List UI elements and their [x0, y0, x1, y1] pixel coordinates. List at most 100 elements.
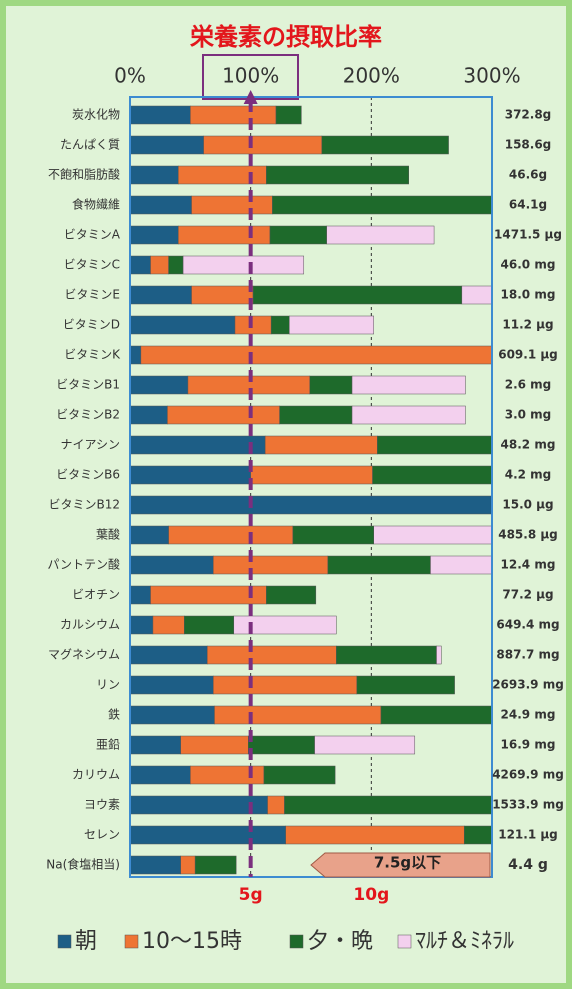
bar-segment: [190, 105, 277, 125]
amount-label: 24.9 mg: [501, 708, 556, 722]
bar-segment: [252, 285, 463, 305]
amount-label: 2693.9 mg: [492, 678, 564, 692]
legend-label: 朝: [75, 929, 97, 954]
bar-segment: [190, 765, 265, 785]
y-tick-label: 炭水化物: [72, 108, 120, 122]
amount-label: 121.1 μg: [498, 828, 558, 842]
legend-swatch: [57, 934, 72, 949]
bar-segment: [430, 555, 492, 575]
bar-segment: [327, 555, 431, 575]
bar-segment: [269, 225, 327, 245]
legend-swatch: [289, 934, 304, 949]
bar-segment: [130, 555, 214, 575]
bar-segment: [130, 525, 169, 545]
y-tick-label: リン: [96, 678, 120, 692]
bar-segment: [380, 705, 492, 725]
bar-segment: [191, 195, 273, 215]
y-tick-label: Na(食塩相当): [46, 857, 120, 872]
bar-segment: [203, 135, 323, 155]
bar-segment: [130, 345, 142, 365]
bar-segment: [150, 255, 169, 275]
x-tick-label: 0%: [114, 64, 146, 88]
bar-segment: [130, 705, 215, 725]
y-tick-label: 亜鉛: [96, 738, 120, 752]
amount-label: 12.4 mg: [501, 558, 556, 572]
y-tick-label: ビタミンB6: [56, 468, 120, 482]
chart-title: 栄養素の摂取比率: [189, 23, 382, 51]
bar-segment: [194, 855, 237, 875]
bar-segment: [270, 315, 290, 335]
y-tick-label: ビタミンC: [64, 258, 120, 272]
x-tick-label: 200%: [343, 64, 400, 88]
bar-segment: [377, 435, 492, 455]
sodium-tick-label: 10g: [353, 885, 389, 905]
y-tick-label: ナイアシン: [60, 438, 120, 452]
bar-segment: [213, 555, 329, 575]
y-tick-label: 鉄: [108, 707, 120, 722]
bar-segment: [356, 675, 455, 695]
amount-label: 15.0 μg: [502, 498, 553, 512]
y-tick-label: カリウム: [72, 768, 120, 782]
limit-arrow: [310, 852, 491, 878]
x-tick-label: 100%: [222, 64, 279, 88]
bar-segment: [178, 225, 271, 245]
bar-segment: [213, 675, 358, 695]
bar-segment: [130, 825, 286, 845]
amount-label: 2.6 mg: [505, 378, 552, 392]
bar-segment: [461, 285, 492, 305]
bar-segment: [275, 105, 302, 125]
bar-segment: [206, 645, 337, 665]
y-tick-label: ビタミンB2: [56, 408, 120, 422]
amount-label: 1471.5 μg: [494, 228, 562, 242]
y-tick-label: ビタミンE: [64, 288, 120, 302]
y-tick-label: セレン: [84, 828, 120, 842]
bar-segment: [130, 795, 268, 815]
y-tick-label: ヨウ素: [84, 798, 120, 812]
bar-segment: [373, 525, 492, 545]
bar-segment: [267, 795, 285, 815]
bar-segment: [130, 855, 181, 875]
bar-segment: [130, 225, 179, 245]
bar-segment: [279, 405, 353, 425]
bar-segment: [130, 645, 208, 665]
bar-segment: [234, 315, 272, 335]
amount-label: 77.2 μg: [502, 588, 553, 602]
bar-segment: [266, 165, 409, 185]
amount-label: 1533.9 mg: [492, 798, 564, 812]
bar-segment: [130, 465, 251, 485]
bar-segment: [248, 735, 315, 755]
amount-label: 649.4 mg: [496, 618, 559, 632]
amount-label: 64.1g: [509, 198, 547, 212]
bar-segment: [152, 615, 185, 635]
bar-segment: [130, 375, 189, 395]
bar-segment: [233, 615, 337, 635]
amount-label: 46.6g: [509, 168, 547, 182]
bar-segment: [326, 225, 435, 245]
y-tick-label: ビタミンA: [64, 228, 121, 242]
amount-label: 4269.9 mg: [492, 768, 564, 782]
bar-segment: [351, 375, 466, 395]
legend-label: 10～15時: [142, 929, 242, 954]
bar-segment: [130, 765, 191, 785]
bar-segment: [463, 825, 492, 845]
bar-segment: [292, 525, 374, 545]
plot-area: [130, 97, 492, 877]
bar-segment: [214, 705, 382, 725]
bar-segment: [266, 585, 317, 605]
bar-segment: [130, 735, 181, 755]
bar-segment: [321, 135, 449, 155]
amount-label: 4.4 g: [508, 857, 548, 873]
amount-label: 16.9 mg: [501, 738, 556, 752]
y-tick-label: カルシウム: [60, 618, 120, 632]
bar-segment: [180, 735, 249, 755]
plot-border: [129, 96, 493, 878]
bar-segment: [168, 525, 294, 545]
bar-segment: [309, 375, 353, 395]
bar-segment: [130, 675, 214, 695]
bar-segment: [130, 585, 151, 605]
amount-label: 11.2 μg: [502, 318, 553, 332]
bar-segment: [130, 495, 492, 515]
y-tick-label: ビタミンD: [63, 318, 120, 332]
amount-label: 46.0 mg: [501, 258, 556, 272]
